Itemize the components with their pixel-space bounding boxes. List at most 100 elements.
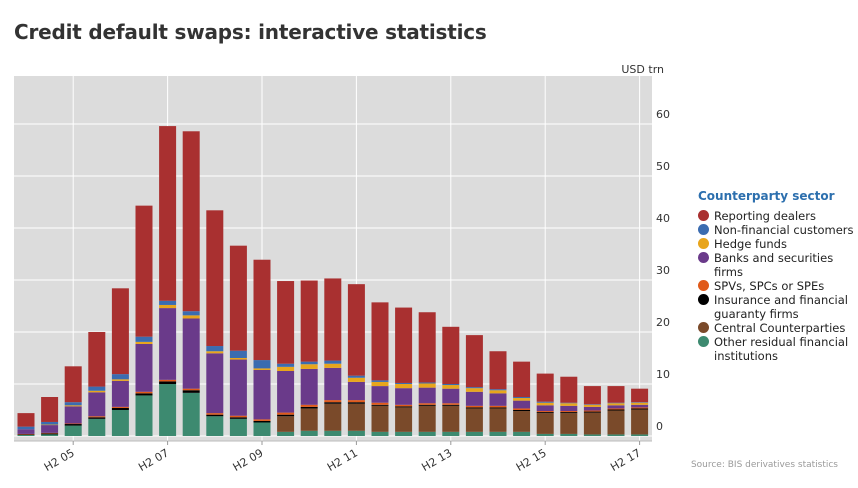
bar-segment[interactable] bbox=[418, 431, 436, 436]
bar-segment[interactable] bbox=[253, 368, 271, 370]
bar-segment[interactable] bbox=[347, 402, 365, 404]
bar-segment[interactable] bbox=[465, 407, 483, 409]
bar-segment[interactable] bbox=[253, 420, 271, 423]
bar-segment[interactable] bbox=[465, 388, 483, 392]
bar-segment[interactable] bbox=[300, 368, 318, 405]
bar-segment[interactable] bbox=[631, 402, 649, 403]
bar-segment[interactable] bbox=[229, 350, 247, 358]
bar-segment[interactable] bbox=[347, 375, 365, 378]
bar-segment[interactable] bbox=[135, 336, 153, 342]
bar-segment[interactable] bbox=[253, 360, 271, 369]
bar-segment[interactable] bbox=[489, 431, 507, 436]
bar-segment[interactable] bbox=[277, 366, 295, 371]
bar-segment[interactable] bbox=[442, 405, 460, 432]
legend-item[interactable]: Central Counterparties bbox=[698, 321, 858, 335]
bar-segment[interactable] bbox=[17, 426, 35, 430]
bar-segment[interactable] bbox=[583, 412, 601, 435]
bar-segment[interactable] bbox=[253, 419, 271, 421]
bar-segment[interactable] bbox=[560, 403, 578, 406]
legend-item[interactable]: Other residual financial institutions bbox=[698, 335, 858, 363]
bar-segment[interactable] bbox=[607, 408, 625, 410]
bar-segment[interactable] bbox=[418, 404, 436, 406]
bar-segment[interactable] bbox=[41, 425, 59, 433]
bar-segment[interactable] bbox=[631, 409, 649, 435]
bar-segment[interactable] bbox=[300, 408, 318, 431]
bar-segment[interactable] bbox=[536, 412, 554, 414]
bar-segment[interactable] bbox=[371, 405, 389, 432]
bar-segment[interactable] bbox=[560, 412, 578, 414]
bar-segment[interactable] bbox=[206, 414, 224, 417]
bar-segment[interactable] bbox=[182, 131, 200, 312]
bar-segment[interactable] bbox=[111, 407, 129, 410]
bar-segment[interactable] bbox=[88, 416, 106, 418]
bar-segment[interactable] bbox=[489, 405, 507, 408]
bar-segment[interactable] bbox=[41, 424, 59, 426]
legend-item[interactable]: Hedge funds bbox=[698, 237, 858, 251]
bar-segment[interactable] bbox=[300, 404, 318, 407]
bar-segment[interactable] bbox=[41, 433, 59, 435]
bar-segment[interactable] bbox=[277, 416, 295, 432]
bar-segment[interactable] bbox=[347, 381, 365, 401]
bar-segment[interactable] bbox=[17, 434, 35, 435]
bar-segment[interactable] bbox=[442, 388, 460, 404]
bar-segment[interactable] bbox=[88, 392, 106, 417]
bar-segment[interactable] bbox=[371, 402, 389, 405]
bar-segment[interactable] bbox=[159, 300, 177, 305]
bar-segment[interactable] bbox=[229, 418, 247, 436]
bar-segment[interactable] bbox=[111, 374, 129, 380]
bar-segment[interactable] bbox=[513, 398, 531, 401]
bar-segment[interactable] bbox=[324, 400, 342, 403]
bar-segment[interactable] bbox=[135, 205, 153, 337]
bar-segment[interactable] bbox=[418, 403, 436, 405]
bar-segment[interactable] bbox=[418, 382, 436, 384]
bar-segment[interactable] bbox=[159, 304, 177, 309]
bar-segment[interactable] bbox=[631, 404, 649, 408]
bar-segment[interactable] bbox=[135, 393, 153, 396]
bar-segment[interactable] bbox=[442, 404, 460, 406]
bar-segment[interactable] bbox=[607, 405, 625, 409]
bar-segment[interactable] bbox=[206, 413, 224, 415]
bar-segment[interactable] bbox=[300, 406, 318, 409]
bar-segment[interactable] bbox=[465, 405, 483, 408]
bar-segment[interactable] bbox=[182, 392, 200, 436]
bar-segment[interactable] bbox=[607, 409, 625, 411]
bar-segment[interactable] bbox=[159, 379, 177, 382]
bar-segment[interactable] bbox=[135, 341, 153, 344]
bar-segment[interactable] bbox=[64, 366, 82, 403]
bar-segment[interactable] bbox=[513, 411, 531, 432]
bar-segment[interactable] bbox=[64, 406, 82, 424]
bar-segment[interactable] bbox=[277, 412, 295, 415]
bar-segment[interactable] bbox=[347, 377, 365, 382]
bar-segment[interactable] bbox=[64, 425, 82, 436]
bar-segment[interactable] bbox=[111, 410, 129, 436]
bar-segment[interactable] bbox=[395, 384, 413, 389]
bar-segment[interactable] bbox=[17, 429, 35, 434]
bar-segment[interactable] bbox=[513, 431, 531, 436]
bar-segment[interactable] bbox=[418, 405, 436, 432]
bar-segment[interactable] bbox=[88, 386, 106, 391]
bar-segment[interactable] bbox=[347, 430, 365, 436]
bar-segment[interactable] bbox=[465, 431, 483, 436]
bar-segment[interactable] bbox=[395, 404, 413, 407]
bar-segment[interactable] bbox=[607, 402, 625, 404]
bar-segment[interactable] bbox=[489, 351, 507, 390]
bar-segment[interactable] bbox=[513, 410, 531, 412]
bar-segment[interactable] bbox=[513, 397, 531, 399]
bar-segment[interactable] bbox=[17, 434, 35, 436]
bar-segment[interactable] bbox=[277, 431, 295, 436]
bar-segment[interactable] bbox=[182, 390, 200, 393]
bar-segment[interactable] bbox=[182, 315, 200, 319]
bar-segment[interactable] bbox=[324, 402, 342, 404]
bar-segment[interactable] bbox=[229, 245, 247, 351]
bar-segment[interactable] bbox=[41, 432, 59, 434]
legend-item[interactable]: Insurance and financial guaranty firms bbox=[698, 293, 858, 321]
bar-segment[interactable] bbox=[395, 388, 413, 405]
bar-segment[interactable] bbox=[229, 417, 247, 419]
bar-segment[interactable] bbox=[229, 415, 247, 418]
bar-segment[interactable] bbox=[536, 402, 554, 406]
bar-segment[interactable] bbox=[64, 402, 82, 406]
bar-segment[interactable] bbox=[631, 388, 649, 403]
bar-segment[interactable] bbox=[64, 424, 82, 426]
bar-segment[interactable] bbox=[371, 404, 389, 406]
bar-segment[interactable] bbox=[536, 373, 554, 402]
